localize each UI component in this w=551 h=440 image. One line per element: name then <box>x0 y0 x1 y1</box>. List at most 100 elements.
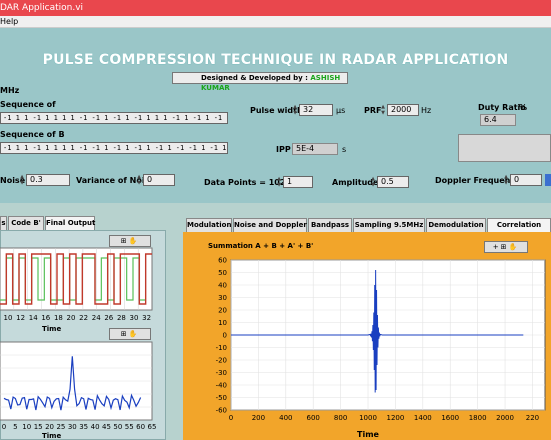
main-x-tick: 0 <box>229 414 233 422</box>
top-left-x-tick: 28 <box>117 314 126 322</box>
bottom-left-xlabel: Time <box>42 432 61 440</box>
main-x-tick: 1200 <box>387 414 405 422</box>
main-x-tick: 1600 <box>441 414 459 422</box>
duty-ratio-label: Duty Ratio <box>478 103 526 112</box>
variance-label: Variance of Noise <box>76 176 155 185</box>
correlation-trace <box>231 269 524 393</box>
bottom-left-x-tick: 5 <box>13 423 17 431</box>
credit-box: Designed & Developed by : ASHISH KUMAR <box>172 72 348 92</box>
noise-input[interactable]: 0.3 <box>26 174 70 186</box>
main-y-tick: 30 <box>218 294 227 302</box>
pulse-width-label: Pulse width <box>250 106 303 115</box>
variance-input[interactable]: 0 <box>143 174 175 186</box>
main-y-tick: -10 <box>216 344 227 352</box>
noise-label: Noise <box>0 176 26 185</box>
sequence-a-label: Sequence of <box>0 100 56 109</box>
data-points-spinner[interactable]: ▲ ▼ <box>277 176 281 188</box>
data-points-input[interactable]: 1 <box>283 176 313 188</box>
tab-modulation[interactable]: Modulation <box>186 218 232 232</box>
amplitude-spinner[interactable]: ▲ ▼ <box>371 176 375 188</box>
main-chart: 60 50 40 30 20 10 0 -10 -20 -30 -40 -50 -60 0 200 400 6… <box>216 257 546 439</box>
credit-name: ASHISH KUMAR <box>201 74 341 92</box>
ipp-label: IPP <box>276 145 291 154</box>
pulse-width-input[interactable]: 32 <box>299 104 333 116</box>
bottom-left-x-tick: 10 <box>22 423 31 431</box>
top-left-x-tick: 22 <box>79 314 88 322</box>
amplitude-input[interactable]: 0.5 <box>377 176 409 188</box>
bottom-left-trace <box>3 356 142 411</box>
tab-code-b-prime[interactable]: Code B' <box>8 216 44 230</box>
bottom-left-x-tick: 15 <box>34 423 43 431</box>
tab-demodulation[interactable]: Demodulation <box>426 218 486 232</box>
bottom-left-x-tick: 60 <box>136 423 145 431</box>
top-left-x-tick: 26 <box>104 314 113 322</box>
main-x-tick: 200 <box>252 414 265 422</box>
tab-sampling[interactable]: Sampling 9.5MHz <box>353 218 425 232</box>
main-x-tick: 800 <box>334 414 347 422</box>
mhz-label: MHz <box>0 86 20 95</box>
top-left-x-tick: 18 <box>54 314 63 322</box>
main-plot-title: Summation A + B + A' + B' <box>208 242 314 250</box>
ipp-unit: s <box>342 145 347 154</box>
bottom-left-x-ticks: 0 5 10 15 20 25 30 35 40 45 50 55 60 65 <box>2 423 157 431</box>
main-y-tick: -20 <box>216 357 227 365</box>
tab-code-a[interactable]: s <box>0 216 7 230</box>
prf-spinner[interactable]: ▲ ▼ <box>381 104 385 116</box>
main-x-tick: 1400 <box>414 414 432 422</box>
main-x-tick: 600 <box>307 414 320 422</box>
menu-bar: Help <box>0 16 551 28</box>
amplitude-label: Amplitude <box>332 178 379 187</box>
tab-correlation[interactable]: Correlation <box>487 218 551 232</box>
main-x-tick: 1800 <box>469 414 487 422</box>
main-y-tick: 60 <box>218 257 227 265</box>
top-left-x-tick: 32 <box>142 314 151 322</box>
variance-spinner[interactable]: ▲ ▼ <box>137 174 141 186</box>
menu-item-help[interactable]: Help <box>0 17 19 26</box>
bottom-left-x-tick: 55 <box>125 423 134 431</box>
tab-final-output[interactable]: Final Output <box>45 216 95 230</box>
bottom-left-graph-palette[interactable]: ⊞✋ <box>109 328 151 340</box>
main-x-ticks: 0 200 400 600 800 1000 1200 1400 1600 1800 2000 220 <box>229 414 539 422</box>
top-left-graph-palette[interactable]: ⊞✋ <box>109 235 151 247</box>
top-left-x-tick: 14 <box>29 314 38 322</box>
window-title: DAR Application.vi <box>0 3 84 13</box>
main-y-tick: 50 <box>218 269 227 277</box>
main-y-tick: -50 <box>216 394 227 402</box>
top-left-x-tick: 16 <box>41 314 50 322</box>
pulse-width-unit: µs <box>336 106 346 115</box>
doppler-input[interactable]: 0 <box>510 174 542 186</box>
doppler-indicator <box>545 174 551 186</box>
main-y-tick: 40 <box>218 282 227 290</box>
top-left-x-tick: 24 <box>92 314 101 322</box>
pulse-width-spinner[interactable]: ▲ ▼ <box>293 104 297 116</box>
main-y-tick: 20 <box>218 307 227 315</box>
top-left-xlabel: Time <box>42 325 61 333</box>
main-graph-palette[interactable]: +⊞✋ <box>484 241 528 253</box>
bottom-left-x-tick: 50 <box>113 423 122 431</box>
sequence-b-field[interactable]: -1 1 1 -1 1 1 1 1 -1 -1 1 -1 1 -1 1 -1 1… <box>0 142 228 154</box>
top-left-x-tick: 20 <box>67 314 76 322</box>
main-xlabel: Time <box>357 430 380 439</box>
bottom-left-x-tick: 45 <box>102 423 111 431</box>
main-y-tick: 10 <box>218 319 227 327</box>
sequence-a-field[interactable]: -1 1 1 -1 1 1 1 1 -1 -1 1 -1 1 -1 1 1 1 … <box>0 112 228 124</box>
top-left-x-ticks: 10 12 14 16 18 20 22 24 26 28 30 32 <box>4 314 152 322</box>
prf-unit: Hz <box>421 106 432 115</box>
top-left-x-tick: 10 <box>4 314 13 322</box>
noise-spinner[interactable]: ▲ ▼ <box>20 174 24 186</box>
doppler-spinner[interactable]: ▲ ▼ <box>504 174 508 186</box>
main-y-tick: -60 <box>216 407 227 415</box>
main-x-tick: 1000 <box>359 414 377 422</box>
tab-noise-and-doppler[interactable]: Noise and Doppler <box>233 218 307 232</box>
main-y-tick: -40 <box>216 382 227 390</box>
top-left-x-tick: 12 <box>16 314 25 322</box>
credit-prefix: Designed & Developed by : <box>201 74 308 82</box>
bottom-left-x-tick: 20 <box>45 423 54 431</box>
prf-input[interactable]: 2000 <box>387 104 419 116</box>
page-title: PULSE COMPRESSION TECHNIQUE IN RADAR APP… <box>42 52 509 68</box>
tab-bandpass[interactable]: Bandpass <box>308 218 352 232</box>
code-a-trace <box>0 253 152 305</box>
ipp-display: 5E-4 <box>292 143 338 155</box>
bottom-left-x-tick: 25 <box>56 423 65 431</box>
main-y-ticks: 60 50 40 30 20 10 0 -10 -20 -30 -40 -50 -60 <box>216 257 227 415</box>
